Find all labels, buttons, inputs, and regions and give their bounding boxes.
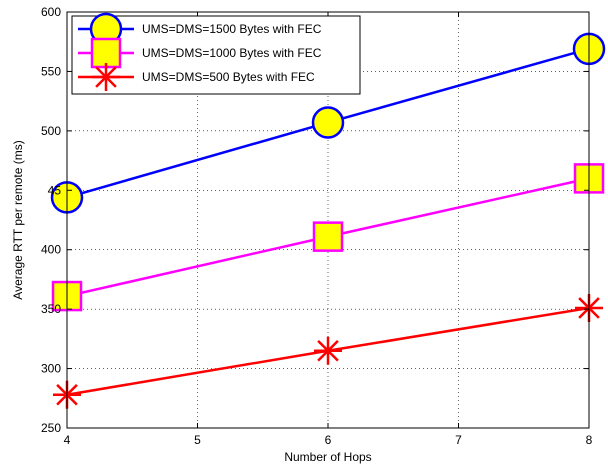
legend-marker <box>92 63 120 91</box>
data-point <box>312 221 344 252</box>
legend-marker <box>90 37 122 69</box>
x-axis: 4 5 6 7 8 <box>64 12 593 447</box>
x-tick-label: 6 <box>325 433 332 447</box>
y-axis: 250 300 350 400 45 500 550 600 <box>41 5 589 435</box>
y-tick-label: 300 <box>41 362 61 376</box>
legend-label: UMS=DMS=500 Bytes with FEC <box>142 70 315 84</box>
x-tick-label: 8 <box>586 433 593 447</box>
asterisk-stroke <box>95 66 117 88</box>
x-tick-label: 5 <box>194 433 201 447</box>
asterisk-stroke <box>317 339 339 362</box>
x-axis-label: Number of Hops <box>284 450 371 464</box>
x-tick-label: 4 <box>64 433 71 447</box>
data-point <box>314 336 342 365</box>
y-tick-label: 45 <box>48 183 62 197</box>
y-tick-label: 500 <box>41 124 61 138</box>
legend: UMS=DMS=1500 Bytes with FEC UMS=DMS=1000 … <box>71 12 361 95</box>
data-point <box>311 106 345 139</box>
y-tick-label: 550 <box>41 64 61 78</box>
y-axis-label: Average RTT per remote (ms) <box>11 140 25 299</box>
legend-item: UMS=DMS=1000 Bytes with FEC <box>78 37 322 69</box>
legend-label: UMS=DMS=1000 Bytes with FEC <box>142 46 322 60</box>
y-tick-label: 600 <box>41 5 61 19</box>
legend-label: UMS=DMS=1500 Bytes with FEC <box>142 22 322 36</box>
legend-item: UMS=DMS=500 Bytes with FEC <box>78 63 315 91</box>
x-tick-label: 7 <box>455 433 462 447</box>
y-tick-label: 350 <box>41 302 61 316</box>
y-tick-label: 400 <box>41 243 61 257</box>
y-tick-label: 250 <box>41 421 61 435</box>
